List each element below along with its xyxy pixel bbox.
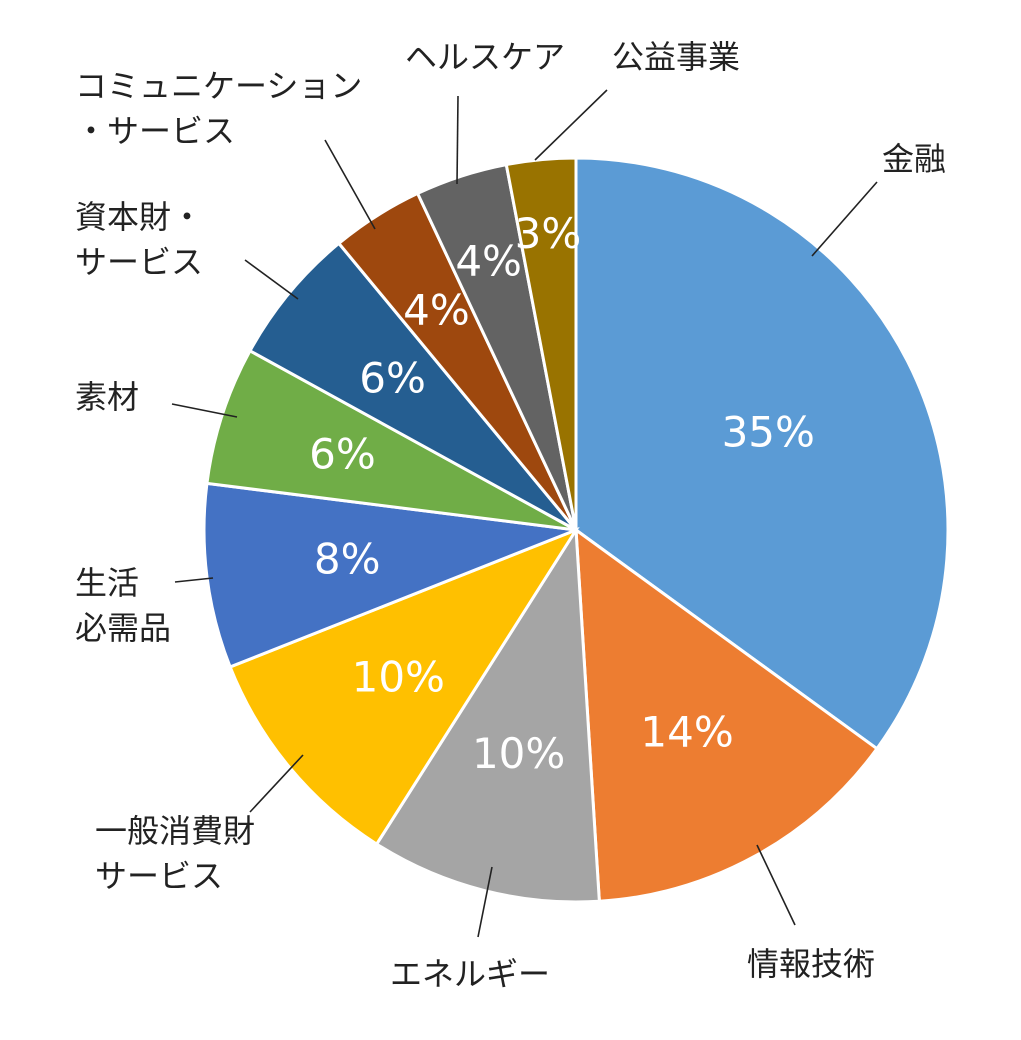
category-label: 一般消費財	[95, 812, 255, 850]
pie-slice	[228, 526, 580, 847]
leader-line	[811, 181, 878, 257]
pie-slice	[574, 156, 950, 751]
category-label: ヘルスケア	[405, 38, 565, 76]
category-label: 情報技術	[747, 945, 875, 983]
category-label: サービス	[75, 243, 203, 281]
slice-percent-label: 4%	[403, 286, 470, 335]
category-label: コミュニケーション	[75, 67, 362, 105]
category-label: ・サービス	[75, 112, 235, 150]
pie-slice	[202, 481, 577, 669]
slice-percent-label: 35%	[722, 408, 815, 457]
leader-line	[324, 139, 376, 230]
percent-labels: 35%14%10%10%8%6%6%4%4%3%	[309, 209, 815, 778]
category-label: 生活	[75, 564, 139, 602]
leader-line	[534, 89, 608, 161]
slice-percent-label: 10%	[472, 729, 565, 778]
leader-line	[249, 754, 304, 813]
leader-line	[456, 95, 459, 185]
category-label: 必需品	[75, 609, 171, 647]
category-label: 公益事業	[612, 38, 740, 76]
slice-percent-label: 10%	[352, 653, 445, 702]
slice-percent-label: 6%	[309, 430, 376, 479]
category-label: 素材	[75, 378, 139, 416]
category-label: 資本財・	[75, 198, 203, 236]
leader-line	[477, 866, 493, 938]
leader-line	[756, 844, 796, 926]
pie-slice	[374, 525, 601, 904]
pie-slices	[202, 156, 950, 904]
slice-percent-label: 14%	[640, 708, 733, 757]
slice-percent-label: 4%	[455, 237, 522, 286]
pie-slice	[504, 156, 578, 531]
category-label: 金融	[882, 140, 946, 178]
slice-percent-label: 3%	[515, 209, 582, 258]
leader-line	[244, 259, 299, 300]
slice-percent-label: 6%	[359, 354, 426, 403]
pie-slice	[205, 348, 577, 532]
leader-lines	[171, 89, 878, 938]
category-label: サービス	[95, 857, 223, 895]
leader-line	[174, 577, 214, 583]
category-label: エネルギー	[390, 955, 550, 993]
pie-slice	[574, 526, 880, 903]
leader-line	[171, 403, 238, 418]
category-labels: 金融情報技術エネルギー一般消費財サービス生活必需品素材資本財・サービスコミュニケ…	[75, 38, 946, 993]
slice-percent-label: 8%	[314, 534, 381, 583]
